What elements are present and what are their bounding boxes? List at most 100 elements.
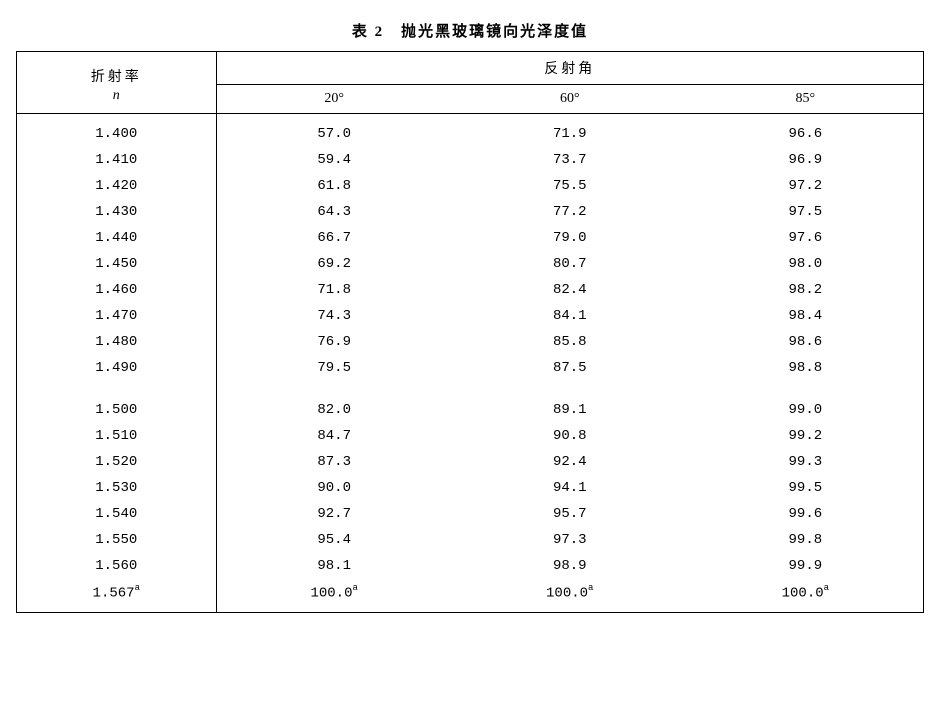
cell-n: 1.500 (17, 397, 217, 423)
table-row: 1.49079.587.598.8 (17, 355, 924, 381)
gap-cell (216, 381, 452, 397)
cell-a60: 90.8 (452, 423, 688, 449)
table-row: 1.54092.795.799.6 (17, 501, 924, 527)
cell-a85: 99.3 (688, 449, 924, 475)
header-n-zh: 折射率 (91, 70, 142, 85)
gap-cell (452, 381, 688, 397)
cell-n: 1.560 (17, 553, 217, 579)
table-title: 表 2 抛光黑玻璃镜向光泽度值 (16, 20, 924, 41)
cell-a20: 57.0 (216, 114, 452, 148)
cell-a20: 74.3 (216, 303, 452, 329)
cell-n: 1.550 (17, 527, 217, 553)
table-row: 1.47074.384.198.4 (17, 303, 924, 329)
cell-a60: 89.1 (452, 397, 688, 423)
footnote-marker: a (352, 583, 357, 593)
cell-a85: 99.5 (688, 475, 924, 501)
table-row: 1.43064.377.297.5 (17, 199, 924, 225)
cell-a20: 90.0 (216, 475, 452, 501)
header-angle-20: 20° (216, 85, 452, 114)
cell-value: 100.0 (310, 586, 352, 602)
cell-a60: 77.2 (452, 199, 688, 225)
cell-a60: 73.7 (452, 147, 688, 173)
table-row: 1.567a100.0a100.0a100.0a (17, 579, 924, 612)
cell-n: 1.540 (17, 501, 217, 527)
table-row: 1.55095.497.399.8 (17, 527, 924, 553)
cell-a85: 100.0a (688, 579, 924, 612)
footnote-marker: a (135, 583, 140, 593)
cell-a20: 100.0a (216, 579, 452, 612)
cell-n: 1.520 (17, 449, 217, 475)
table-row: 1.40057.071.996.6 (17, 114, 924, 148)
table-row: 1.53090.094.199.5 (17, 475, 924, 501)
cell-a20: 95.4 (216, 527, 452, 553)
cell-a20: 66.7 (216, 225, 452, 251)
cell-a85: 99.6 (688, 501, 924, 527)
gloss-table: 折射率 n 反射角 20° 60° 85° 1.40057.071.996.61… (16, 51, 924, 613)
cell-a60: 97.3 (452, 527, 688, 553)
table-row: 1.41059.473.796.9 (17, 147, 924, 173)
cell-a60: 80.7 (452, 251, 688, 277)
cell-a85: 97.2 (688, 173, 924, 199)
cell-a60: 75.5 (452, 173, 688, 199)
cell-a85: 98.6 (688, 329, 924, 355)
cell-a20: 71.8 (216, 277, 452, 303)
cell-a85: 98.2 (688, 277, 924, 303)
cell-a85: 96.6 (688, 114, 924, 148)
cell-n: 1.440 (17, 225, 217, 251)
table-row: 1.56098.198.999.9 (17, 553, 924, 579)
cell-a60: 85.8 (452, 329, 688, 355)
cell-a60: 95.7 (452, 501, 688, 527)
cell-a20: 64.3 (216, 199, 452, 225)
cell-a85: 98.4 (688, 303, 924, 329)
cell-a85: 99.2 (688, 423, 924, 449)
cell-value: 100.0 (546, 586, 588, 602)
cell-a85: 96.9 (688, 147, 924, 173)
footnote-marker: a (824, 583, 829, 593)
cell-n: 1.480 (17, 329, 217, 355)
cell-a20: 59.4 (216, 147, 452, 173)
table-row: 1.52087.392.499.3 (17, 449, 924, 475)
cell-n: 1.460 (17, 277, 217, 303)
cell-a60: 71.9 (452, 114, 688, 148)
cell-n: 1.470 (17, 303, 217, 329)
cell-a20: 79.5 (216, 355, 452, 381)
cell-n: 1.420 (17, 173, 217, 199)
table-header: 折射率 n 反射角 20° 60° 85° (17, 52, 924, 114)
gap-cell (17, 381, 217, 397)
cell-a60: 92.4 (452, 449, 688, 475)
header-angle-85: 85° (688, 85, 924, 114)
cell-a20: 69.2 (216, 251, 452, 277)
cell-a60: 84.1 (452, 303, 688, 329)
cell-n: 1.450 (17, 251, 217, 277)
cell-a85: 99.8 (688, 527, 924, 553)
cell-a60: 94.1 (452, 475, 688, 501)
cell-n: 1.567a (17, 579, 217, 612)
cell-a20: 92.7 (216, 501, 452, 527)
cell-n: 1.430 (17, 199, 217, 225)
cell-n: 1.490 (17, 355, 217, 381)
header-n-sym: n (17, 88, 216, 104)
cell-a85: 98.8 (688, 355, 924, 381)
header-n: 折射率 n (17, 52, 217, 114)
table-body: 1.40057.071.996.61.41059.473.796.91.4206… (17, 114, 924, 613)
table-row: 1.46071.882.498.2 (17, 277, 924, 303)
cell-a60: 79.0 (452, 225, 688, 251)
table-row: 1.51084.790.899.2 (17, 423, 924, 449)
cell-a20: 82.0 (216, 397, 452, 423)
cell-a85: 97.5 (688, 199, 924, 225)
cell-a60: 98.9 (452, 553, 688, 579)
table-row: 1.50082.089.199.0 (17, 397, 924, 423)
cell-a20: 87.3 (216, 449, 452, 475)
cell-value: 1.567 (93, 586, 135, 602)
table-gap-row (17, 381, 924, 397)
cell-a20: 84.7 (216, 423, 452, 449)
table-row: 1.45069.280.798.0 (17, 251, 924, 277)
cell-value: 100.0 (782, 586, 824, 602)
cell-n: 1.530 (17, 475, 217, 501)
cell-a85: 99.9 (688, 553, 924, 579)
header-angle-60: 60° (452, 85, 688, 114)
header-angle-group: 反射角 (216, 52, 923, 85)
cell-n: 1.410 (17, 147, 217, 173)
cell-a85: 99.0 (688, 397, 924, 423)
table-row: 1.44066.779.097.6 (17, 225, 924, 251)
